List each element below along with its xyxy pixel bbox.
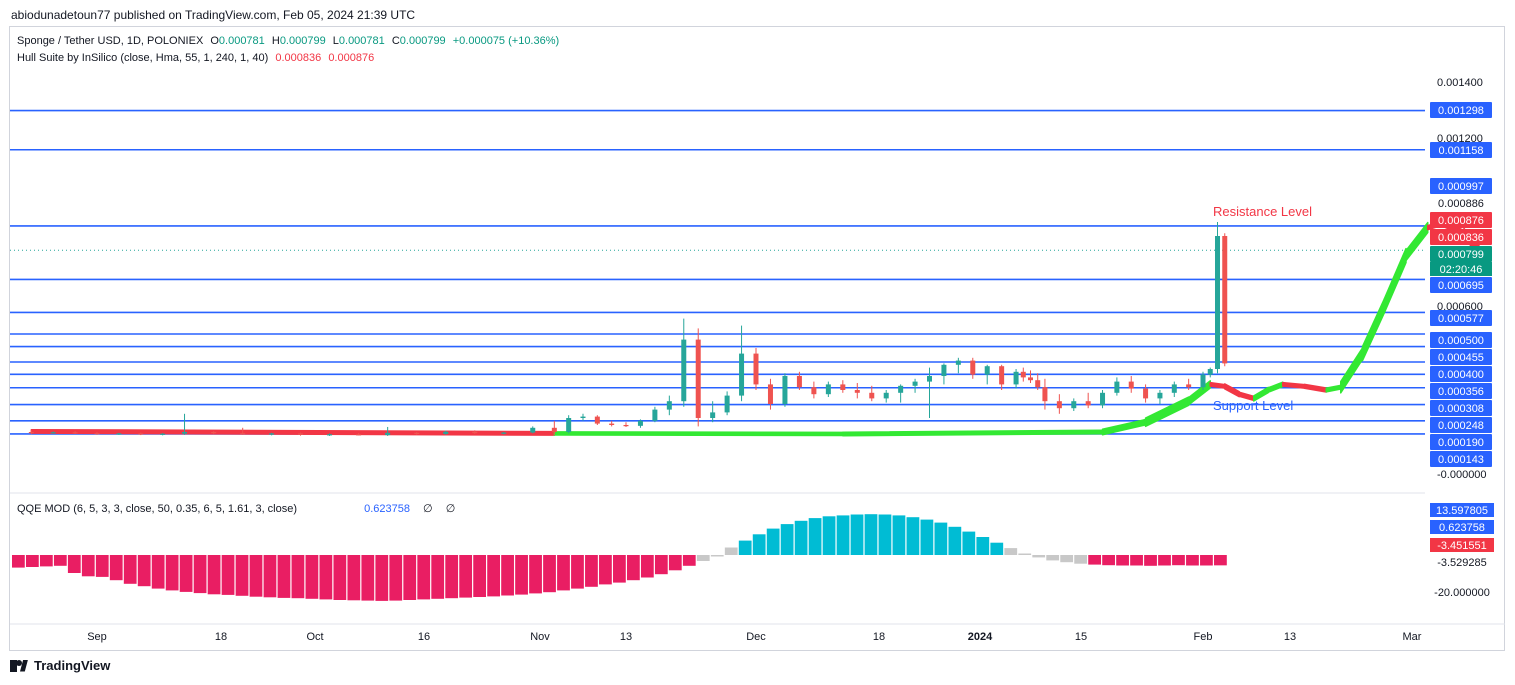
symbol-legend[interactable]: Sponge / Tether USD, 1D, POLONIEX O0.000… — [17, 35, 563, 47]
tradingview-logo-icon — [10, 659, 28, 672]
ohlc-open: O0.000781 — [210, 35, 265, 47]
hull-indicator-name[interactable]: Hull Suite by InSilico (close, Hma, 55, … — [17, 52, 269, 64]
empty-set-icon: ∅ — [423, 503, 433, 515]
symbol-name[interactable]: Sponge / Tether USD, 1D, POLONIEX — [17, 35, 204, 47]
ohlc-high: H0.000799 — [271, 35, 326, 47]
hull-value-2: 0.000876 — [328, 52, 375, 64]
chart-frame — [9, 26, 1505, 651]
ohlc-low: L0.000781 — [332, 35, 385, 47]
publisher-header: abiodunadetoun77 published on TradingVie… — [11, 8, 416, 22]
hull-legend[interactable]: Hull Suite by InSilico (close, Hma, 55, … — [17, 52, 378, 64]
qqe-value: 0.623758 — [364, 503, 410, 515]
empty-set-icon: ∅ — [445, 503, 456, 515]
price-change: +0.000075 (+10.36%) — [452, 35, 560, 47]
ohlc-close: C0.000799 — [391, 35, 446, 47]
tradingview-footer[interactable]: TradingView — [10, 658, 110, 673]
hull-value-1: 0.000836 — [275, 52, 322, 64]
tradingview-brand: TradingView — [34, 658, 111, 673]
qqe-legend[interactable]: QQE MOD (6, 5, 3, 3, close, 50, 0.35, 6,… — [17, 502, 459, 515]
qqe-indicator-name[interactable]: QQE MOD (6, 5, 3, 3, close, 50, 0.35, 6,… — [17, 503, 298, 515]
